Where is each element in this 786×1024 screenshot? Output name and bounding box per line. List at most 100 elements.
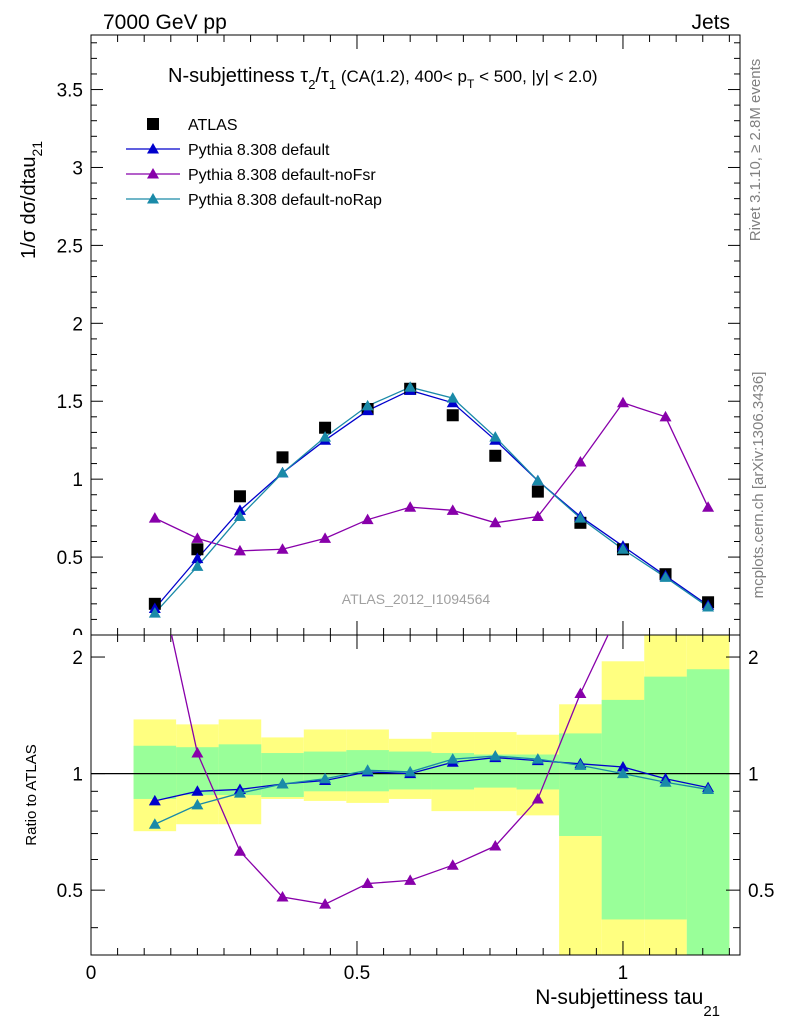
ratio-y-tick-label-right: 1 xyxy=(748,765,759,786)
series-2-point xyxy=(361,513,374,525)
legend-label: Pythia 8.308 default xyxy=(188,142,330,159)
series-line-2 xyxy=(154,402,709,552)
series-2-point xyxy=(616,396,629,408)
atlas-data-point xyxy=(319,421,332,434)
ratio-series-1-point xyxy=(276,891,289,902)
atlas-data-point xyxy=(233,490,246,503)
ratio-frame xyxy=(90,634,741,956)
legend-marker xyxy=(147,168,159,179)
legend-label: Pythia 8.308 default-noRap xyxy=(188,192,382,209)
ratio-series-0-point xyxy=(148,794,161,806)
ratio-series-2-point xyxy=(446,753,459,764)
series-2-point xyxy=(233,544,246,556)
series-3-point xyxy=(574,512,587,523)
mcplots-reference-label: mcplots.cern.ch [arXiv:1306.3436] xyxy=(750,372,767,599)
ratio-series-0-point xyxy=(191,785,204,796)
series-2-point xyxy=(148,512,161,523)
atlas-data-point xyxy=(531,485,544,498)
legend-marker xyxy=(147,193,159,204)
ratio-series-1-point xyxy=(702,543,714,554)
series-3-point xyxy=(148,607,161,618)
series-3-point xyxy=(404,381,417,392)
series-3-point xyxy=(319,431,332,442)
series-3-point xyxy=(659,571,672,582)
x-axis-label: N-subjettiness tau21 xyxy=(535,986,720,1020)
series-2-point xyxy=(191,532,204,543)
main-y-axis-label: 1/σ dσ/dtau21 xyxy=(18,141,45,259)
ratio-series-2-point xyxy=(191,798,204,810)
x-tick-label: 1 xyxy=(618,963,629,984)
legend-marker-atlas xyxy=(147,118,159,130)
atlas-data-point xyxy=(276,451,289,464)
ratio-series-1-point xyxy=(489,840,502,851)
series-1-point xyxy=(191,552,204,564)
series-3-point xyxy=(616,543,629,554)
series-3-point xyxy=(446,392,459,403)
series-3-point xyxy=(531,474,544,486)
series-2-point xyxy=(531,510,544,522)
series-line-3 xyxy=(154,386,709,614)
ratio-series-2-point xyxy=(233,787,246,798)
ratio-series-0-point xyxy=(616,760,629,772)
x-tick-label: 0 xyxy=(86,963,97,984)
ratio-series-line-1 xyxy=(170,635,609,905)
series-2-point xyxy=(489,516,502,528)
series-2-point xyxy=(702,501,715,512)
main-y-tick-label: 3.5 xyxy=(57,81,83,102)
ratio-series-1-point xyxy=(446,859,459,870)
atlas-data-point xyxy=(191,543,204,556)
ratio-y-tick-label: 1 xyxy=(72,765,83,786)
ratio-y-tick-label: 0.5 xyxy=(57,881,83,902)
inner-band-bin xyxy=(559,733,602,836)
atlas-data-point xyxy=(489,449,502,462)
series-2-point xyxy=(574,456,587,467)
series-3-point xyxy=(361,399,374,411)
main-y-tick-label-zero: 0 xyxy=(72,626,83,647)
ratio-series-1-point xyxy=(361,877,374,889)
ratio-axes: 0.5 0.5 1 1 2 2 0 0.5 1 xyxy=(57,634,774,984)
inner-band-bin xyxy=(686,669,730,955)
ratio-series-2-point xyxy=(616,767,629,779)
atlas-data-point xyxy=(446,409,459,422)
ratio-series-1-point xyxy=(531,792,544,804)
main-y-tick-label: 3 xyxy=(72,158,83,179)
ratio-series-1-point xyxy=(319,898,332,909)
ratio-series-2-point xyxy=(702,783,715,794)
ratio-y-axis-label: Ratio to ATLAS xyxy=(23,744,40,845)
main-series xyxy=(148,381,715,618)
ratio-series-1-point xyxy=(574,687,587,699)
inner-band-bin xyxy=(303,751,347,792)
series-3-point xyxy=(276,466,289,478)
series-2-point xyxy=(404,501,417,512)
series-3-point xyxy=(489,431,502,442)
ratio-series-2-point xyxy=(531,753,544,764)
ratio-series-2-point xyxy=(404,765,417,777)
ratio-series-2-point xyxy=(276,777,289,789)
ratio-series-1-point xyxy=(660,552,672,563)
series-2-point xyxy=(446,504,459,515)
inner-band-bin xyxy=(261,753,304,798)
x-tick-label: 0.5 xyxy=(344,963,370,984)
ratio-y-tick-label-right: 0.5 xyxy=(748,881,774,902)
ratio-y-tick-label-right: 2 xyxy=(748,648,759,669)
main-y-tick-label: 1 xyxy=(72,470,83,491)
series-2-point xyxy=(276,543,289,554)
ratio-series-1-point xyxy=(149,552,161,563)
ratio-series-2-point xyxy=(361,764,374,775)
ratio-series-1-point xyxy=(191,747,204,758)
main-y-tick-label: 1.5 xyxy=(57,392,83,413)
analysis-watermark: ATLAS_2012_I1094564 xyxy=(342,591,491,607)
main-title: N-subjettiness τ2/τ1 (CA(1.2), 400< pT <… xyxy=(168,65,598,92)
ratio-uncertainty-bands xyxy=(133,635,730,955)
series-3-point xyxy=(702,600,715,612)
legend-marker xyxy=(147,143,159,154)
ratio-series-1-point xyxy=(617,597,629,608)
inner-band-bin xyxy=(133,745,177,799)
ratio-series-line-2 xyxy=(154,755,709,825)
rivet-version-label: Rivet 3.1.10, ≥ 2.8M events xyxy=(747,59,764,242)
legend-label: Pythia 8.308 default-noFsr xyxy=(188,167,376,184)
series-line-1 xyxy=(154,389,709,609)
ratio-series-line-0 xyxy=(154,756,709,802)
ratio-series-1-point xyxy=(233,845,246,856)
